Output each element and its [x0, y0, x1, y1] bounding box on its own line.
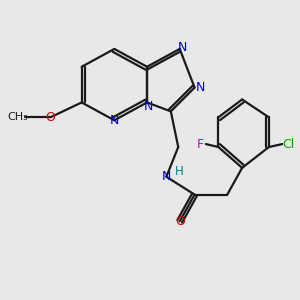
Text: N: N: [144, 100, 153, 113]
Text: Cl: Cl: [283, 138, 295, 151]
Text: N: N: [196, 81, 205, 94]
Text: O: O: [175, 215, 185, 228]
Text: N: N: [162, 170, 171, 183]
Text: N: N: [110, 114, 119, 127]
Text: H: H: [175, 165, 183, 178]
Text: CH₃: CH₃: [8, 112, 28, 122]
Text: O: O: [46, 111, 56, 124]
Text: N: N: [178, 41, 188, 54]
Text: F: F: [197, 138, 204, 151]
